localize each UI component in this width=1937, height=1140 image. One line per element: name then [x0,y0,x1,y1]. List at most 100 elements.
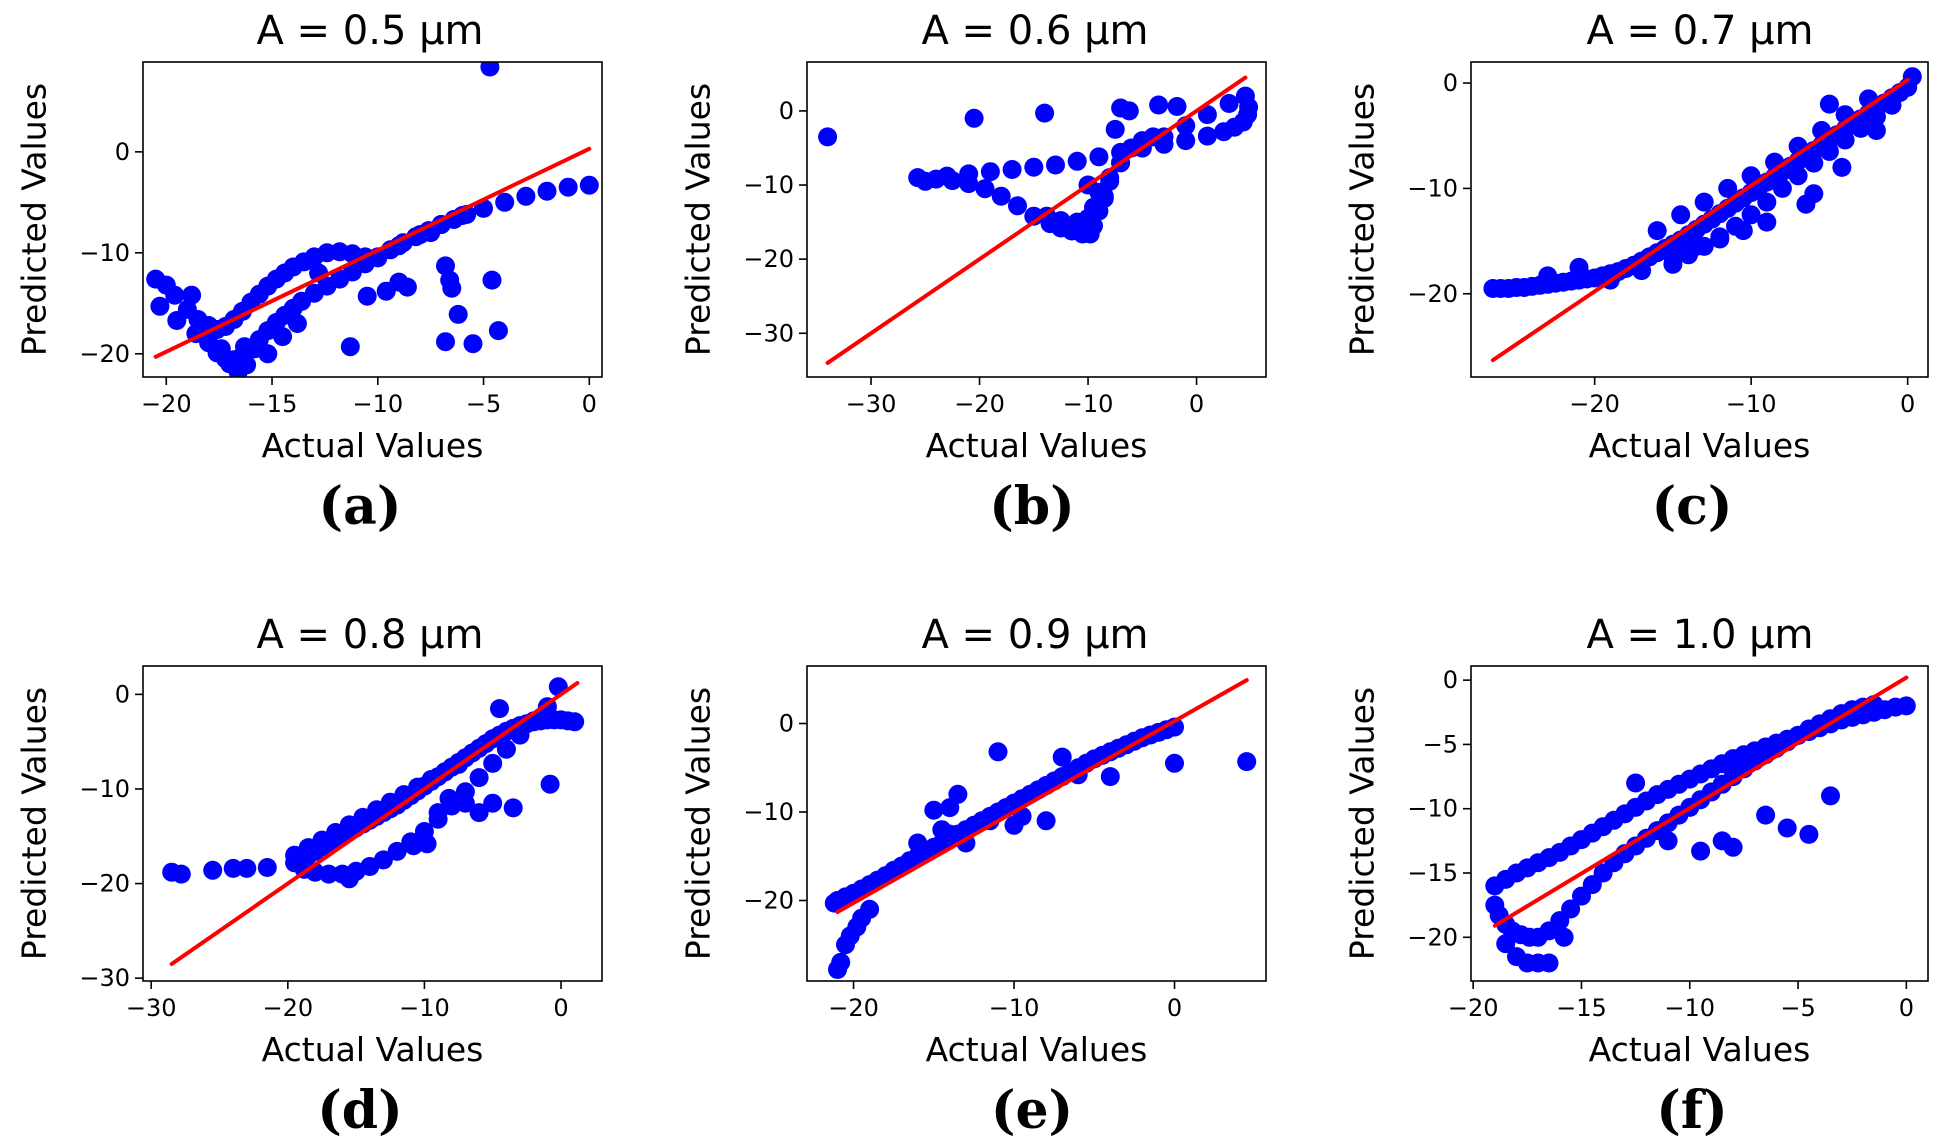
scatter-point [1554,927,1574,947]
x-tick-label: −20 [262,994,313,1022]
x-tick-label: −30 [126,994,177,1022]
scatter-point [1819,94,1839,114]
x-tick-label: −10 [989,994,1040,1022]
scatter-point [1002,160,1022,179]
x-axis-label: Actual Values [1589,1030,1811,1069]
scatter-point [1647,221,1667,241]
subplot-b: A = 0.6 μm −30 −20 −10 0 −30 −20 −10 0 Actual Val… [679,8,1267,537]
scatter-point [1832,157,1852,177]
y-tick-label: −10 [743,171,794,199]
y-tick-label: −15 [1407,859,1458,887]
scatter-point [1718,178,1738,198]
scatter-point [1538,266,1558,286]
x-tick-label: −15 [1556,994,1607,1022]
scatter-point [988,742,1008,762]
scatter-point [165,285,185,305]
scatter-point [915,171,935,191]
scatter-point [1496,934,1516,954]
x-tick-label: 0 [1167,994,1182,1022]
scatter-point [1788,166,1808,186]
y-tick-label: −20 [79,870,130,898]
scatter-point [1561,899,1581,919]
x-axis-label: Actual Values [262,1030,484,1069]
scatter-point [831,952,851,972]
scatter-point [1757,212,1777,232]
scatter-point [488,321,508,341]
scatter-point [1866,121,1886,140]
x-axis-label: Actual Values [926,1030,1148,1069]
scatter-point [1671,205,1691,225]
scatter-point [1067,151,1087,171]
y-tick-label: −5 [1423,730,1458,758]
scatter-point [258,344,278,364]
y-axis-label: Predicted Values [1343,83,1382,356]
scatter-point [1756,805,1776,825]
scatter-point [1658,831,1678,851]
subplot-caption: (d) [317,1080,403,1140]
scatter-point [980,162,1000,182]
y-tick-label: −10 [1407,174,1458,202]
fit-line [1490,77,1910,363]
scatter-point [182,285,202,305]
scatter-point [237,858,257,878]
scatter-point [510,725,530,745]
scatter-point [439,788,459,808]
subplot-title: A = 0.9 μm [921,612,1148,658]
x-tick-label: −15 [247,390,298,418]
scatter-point [1733,221,1753,241]
y-tick-label: 0 [779,710,794,738]
scatter-point [480,62,500,77]
scatter-point [496,739,516,759]
scatter-point [1094,188,1114,208]
y-axis-label: Predicted Values [15,83,54,356]
scatter-point [1051,211,1071,231]
scatter-point [1626,773,1646,793]
scatter-point [1686,236,1706,256]
scatter-point [273,327,293,347]
scatter-point [1821,786,1840,806]
scatter-point [287,314,307,333]
x-axis-label: Actual Values [1589,426,1811,465]
scatter-point [1167,97,1187,116]
axes-frame [806,61,1267,378]
fit-line [169,681,580,966]
subplot-caption: (a) [319,476,402,537]
x-tick-label: −20 [141,390,192,418]
scatter-points [818,86,1259,244]
x-tick-label: −5 [1780,994,1815,1022]
y-tick-label: −20 [743,245,794,273]
x-tick-label: 0 [1189,390,1204,418]
scatter-point [503,798,523,818]
x-tick-label: −10 [1726,390,1777,418]
scatter-point [1176,131,1196,151]
subplot-caption: (b) [989,476,1075,537]
x-tick-label: −10 [1063,390,1114,418]
scatter-point [436,332,455,352]
scatter-point [469,803,489,823]
scatter-point [975,179,995,199]
y-tick-label: 0 [1443,69,1458,97]
x-tick-label: 0 [582,390,597,418]
subplot-title: A = 1.0 μm [1586,612,1813,658]
subplot-a: A = 0.5 μm −20 −15 −10 −5 0 −20 −10 0 Actual Valu… [15,8,603,537]
scatter-point [417,834,437,854]
scatter-point [1632,261,1652,281]
scatter-point [1219,94,1239,113]
scatter-points [1483,67,1922,298]
scatter-point [257,858,277,877]
x-tick-label: −20 [828,994,879,1022]
scatter-point [818,127,838,147]
scatter-point [1663,247,1683,267]
scatter-point [482,270,502,290]
scatter-point [1046,155,1065,175]
scatter-point [1691,841,1711,861]
subplot-title: A = 0.7 μm [1586,8,1813,54]
scatter-points [1485,695,1916,973]
scatter-point [579,175,599,195]
scatter-point [1772,178,1792,198]
scatter-point [339,869,359,889]
x-tick-label: −10 [399,994,450,1022]
scatter-point [860,899,880,919]
y-tick-label: −10 [743,798,794,826]
subplot-caption: (c) [1652,476,1733,537]
